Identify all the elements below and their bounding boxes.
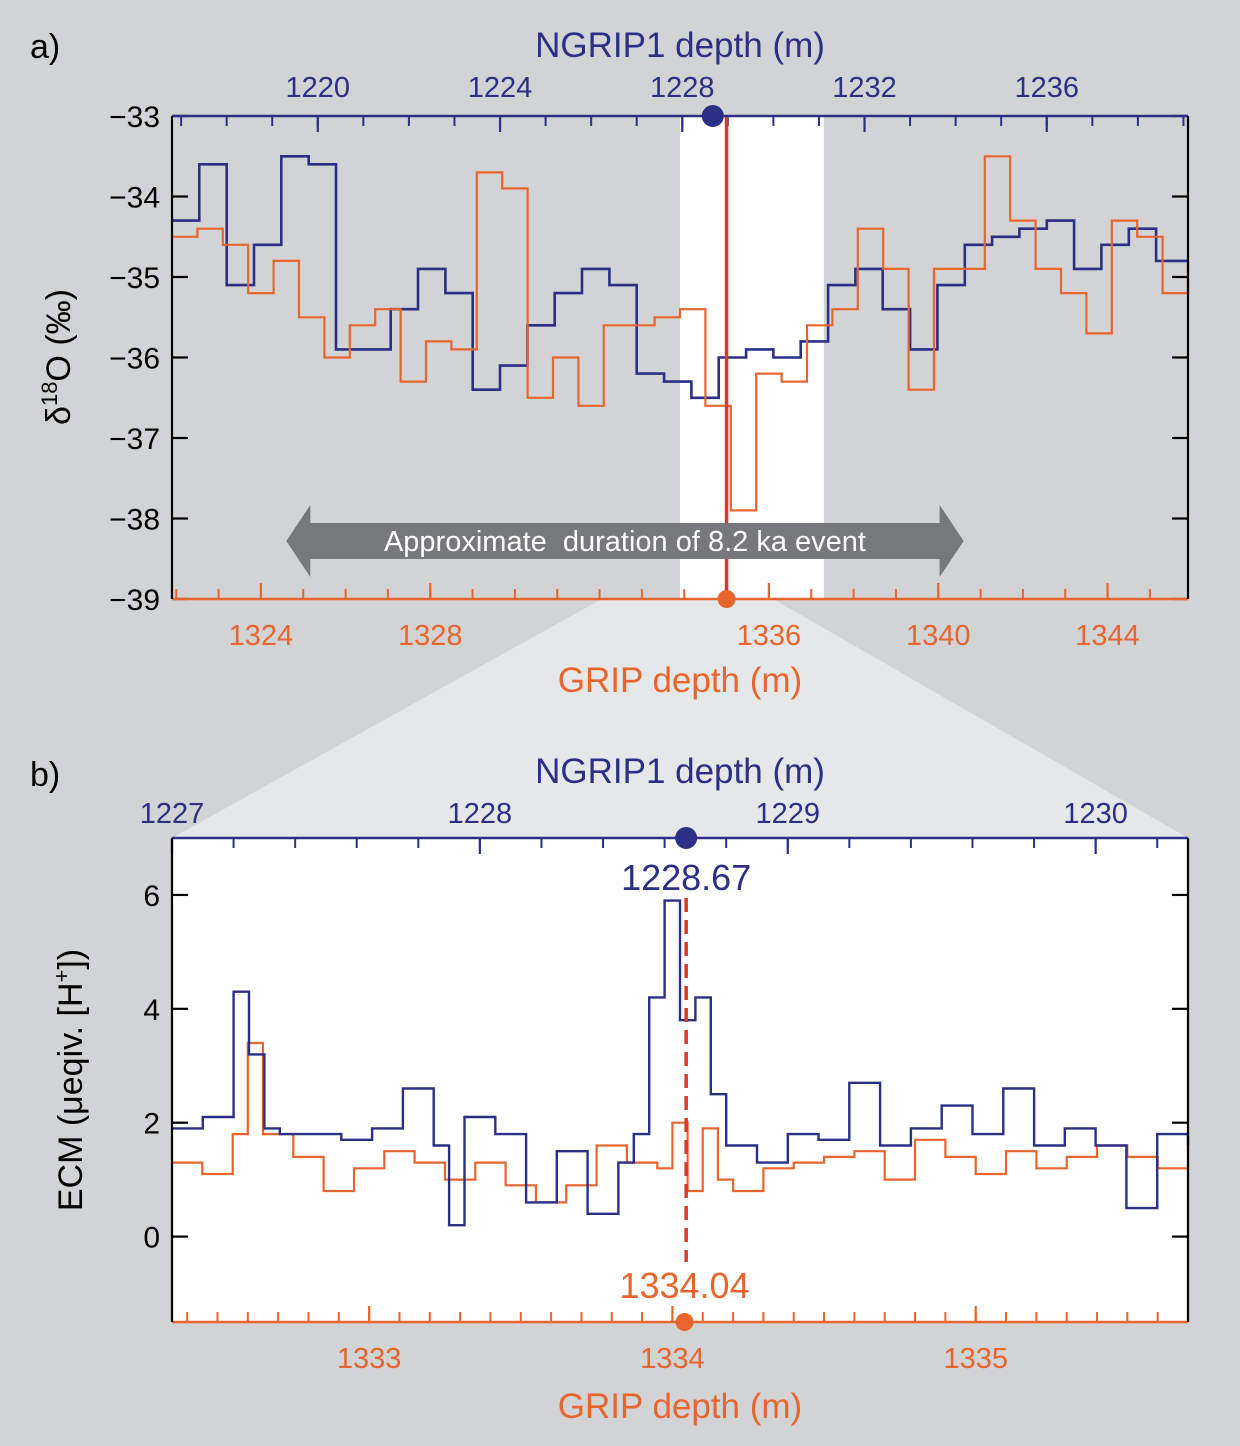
panel-a-y-axis-tick-label: −36 xyxy=(109,343,160,376)
grip-d18o-series xyxy=(172,155,1190,512)
panel-a-top-axis-tick-label: 1232 xyxy=(832,72,897,104)
panel-a-top-axis-tick-label: 1228 xyxy=(650,72,715,104)
ngrip-tie-point-label: 1228.67 xyxy=(621,857,751,898)
ngrip-d18o-series xyxy=(172,155,1188,400)
panel-b-top-axis-title: NGRIP1 depth (m) xyxy=(535,752,825,791)
zoom-connector xyxy=(172,600,1188,838)
panel-a-bottom-axis-title: GRIP depth (m) xyxy=(558,661,802,700)
panel-a-top-axis-tick-label: 1220 xyxy=(286,72,351,104)
panel-a-y-axis-tick-label: −34 xyxy=(109,182,160,215)
panel-b-y-axis-tick-label: 2 xyxy=(143,1108,160,1141)
panel-a-bottom-axis-tick-label: 1340 xyxy=(906,620,971,652)
panel-b-bottom-axis-tick-label: 1334 xyxy=(640,1343,705,1375)
panel-b-y-axis-title: ECM (μeqiv. [H+]) xyxy=(49,949,90,1211)
panel-b-y-axis-tick-label: 0 xyxy=(143,1222,160,1255)
panel-a-y-axis-tick-label: −35 xyxy=(109,262,160,295)
panel-a-bottom-axis-tick-label: 1344 xyxy=(1075,620,1140,652)
panel-b-bottom-axis-title: GRIP depth (m) xyxy=(558,1387,802,1426)
panel-b-top-axis-tick-label: 1230 xyxy=(1063,798,1128,830)
panel-b: b) 1227 1228 1229 1230 1333 1334 1335 6 4 2 0 1228… xyxy=(30,752,1190,1426)
panel-b-ticks: 1227 1228 1229 1230 1333 1334 1335 6 4 2 0 xyxy=(140,798,1189,1375)
grip-tie-point-label: 1334.04 xyxy=(619,1265,749,1306)
panel-a-y-axis-title: δ18O (‰) xyxy=(37,289,78,425)
panel-b-top-axis-tick-label: 1228 xyxy=(448,798,513,830)
panel-b-label: b) xyxy=(30,756,60,794)
ngrip-ecm-series xyxy=(172,899,1190,1227)
panel-a-top-axis-tick-label: 1224 xyxy=(468,72,533,104)
panel-b-top-axis-tick-label: 1229 xyxy=(755,798,820,830)
panel-a-y-axis-tick-label: −33 xyxy=(109,101,160,134)
panel-b-top-axis-tick-label: 1227 xyxy=(140,798,205,830)
panel-a-top-axis-tick-label: 1236 xyxy=(1015,72,1080,104)
panel-a-top-axis-title: NGRIP1 depth (m) xyxy=(535,26,825,65)
panel-a-bottom-axis-tick-label: 1324 xyxy=(229,620,294,652)
duration-arrow xyxy=(286,505,964,577)
panel-b-bottom-axis-tick-label: 1333 xyxy=(337,1343,402,1375)
panel-b-bottom-axis-tick-label: 1335 xyxy=(943,1343,1008,1375)
panel-b-y-axis-tick-label: 6 xyxy=(143,880,160,913)
panel-a-y-axis-tick-label: −39 xyxy=(109,584,160,617)
panel-a-bottom-axis-tick-label: 1336 xyxy=(737,620,802,652)
panel-a-bottom-axis-tick-label: 1328 xyxy=(398,620,463,652)
panel-a-ticks: 1220 1224 1228 1232 1236 1324 1328 1336 1340 1344… xyxy=(109,72,1188,652)
panel-a-y-axis-tick-label: −38 xyxy=(109,504,160,537)
duration-annotation: Approximate duration of 8.2 ka event xyxy=(384,526,866,558)
panel-a-label: a) xyxy=(30,28,60,66)
panel-a-y-axis-tick-label: −37 xyxy=(109,423,160,456)
panel-b-y-axis-tick-label: 4 xyxy=(143,994,160,1027)
